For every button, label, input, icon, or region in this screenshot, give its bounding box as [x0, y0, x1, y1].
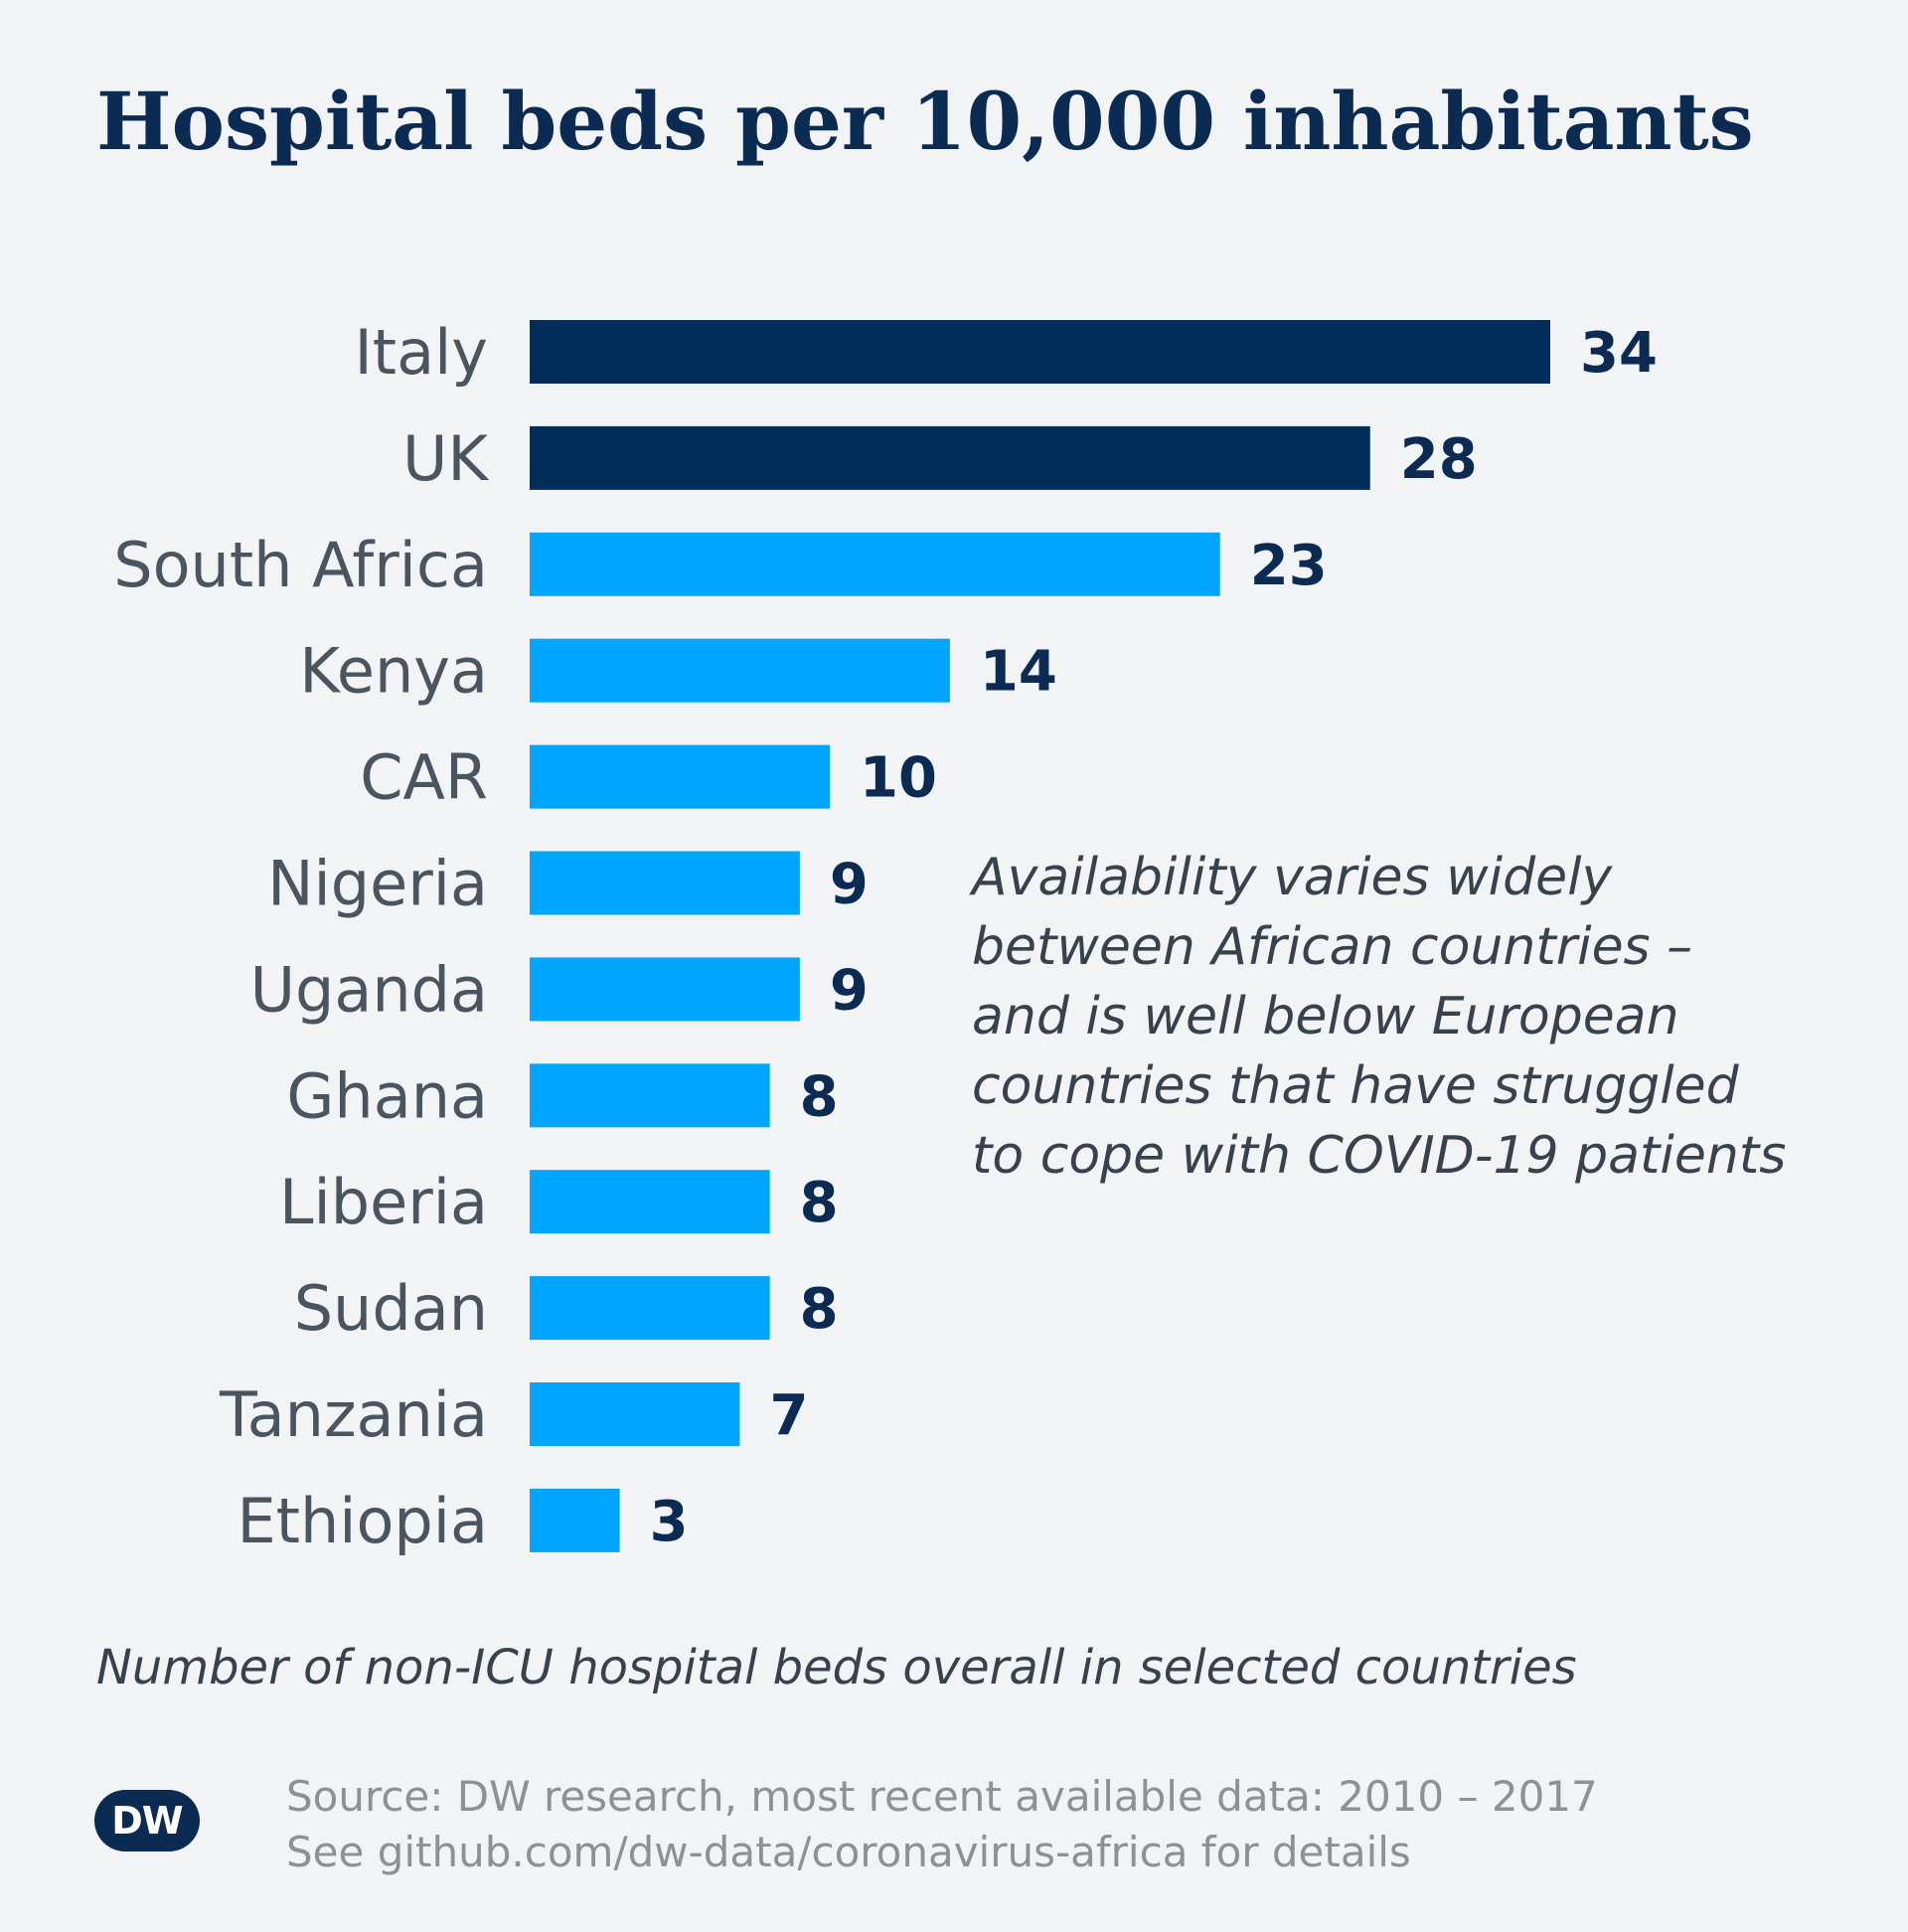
bar	[530, 1382, 740, 1446]
value-label: 7	[769, 1383, 808, 1448]
dw-logo-text: DW	[111, 1799, 183, 1843]
bar	[530, 425, 1370, 490]
annotation-line: Availability varies widely	[972, 848, 1613, 907]
bar	[530, 1276, 770, 1341]
category-label: Ghana	[286, 1059, 488, 1132]
annotation-line: countries that have struggled	[972, 1056, 1739, 1116]
bar	[530, 744, 831, 809]
value-label: 3	[650, 1490, 689, 1554]
bar	[530, 851, 800, 915]
chart-title: Hospital beds per 10,000 inhabitants	[96, 75, 1754, 168]
value-label: 23	[1250, 534, 1328, 598]
source-line: See github.com/dw-data/coronavirus-afric…	[286, 1828, 1411, 1876]
value-label: 8	[800, 1064, 839, 1129]
annotation-line: between African countries –	[972, 917, 1693, 977]
value-label: 9	[830, 958, 869, 1023]
category-label: Kenya	[299, 635, 488, 708]
category-label: Nigeria	[267, 848, 488, 920]
value-label: 9	[830, 853, 869, 917]
dw-logo: DW	[94, 1790, 200, 1852]
bar	[530, 532, 1220, 596]
bar	[530, 1063, 770, 1128]
category-label: Sudan	[294, 1272, 488, 1345]
category-label: South Africa	[113, 529, 488, 601]
bar	[530, 1170, 770, 1234]
value-label: 8	[800, 1277, 839, 1342]
category-label: Ethiopia	[237, 1485, 488, 1557]
value-label: 10	[860, 746, 937, 811]
value-label: 28	[1400, 427, 1478, 492]
category-label: Tanzania	[219, 1378, 488, 1451]
source-line: Source: DW research, most recent availab…	[286, 1772, 1598, 1821]
source-note: Source: DW research, most recent availab…	[286, 1769, 1598, 1880]
category-label: Liberia	[279, 1166, 488, 1238]
chart-subtitle: Number of non-ICU hospital beds overall …	[96, 1640, 1577, 1695]
bar	[530, 320, 1550, 384]
value-label: 14	[980, 640, 1057, 705]
category-label: CAR	[360, 741, 488, 814]
chart-annotation: Availability varies widely between Afric…	[972, 843, 1866, 1191]
annotation-line: to cope with COVID-19 patients	[972, 1126, 1787, 1186]
category-label: Uganda	[250, 953, 488, 1026]
annotation-line: and is well below European	[972, 987, 1679, 1046]
value-label: 8	[800, 1171, 839, 1235]
bar	[530, 1488, 620, 1552]
category-label: UK	[402, 422, 489, 495]
bar	[530, 638, 950, 703]
bar	[530, 957, 800, 1022]
category-label: Italy	[354, 316, 488, 389]
value-label: 34	[1580, 321, 1658, 386]
